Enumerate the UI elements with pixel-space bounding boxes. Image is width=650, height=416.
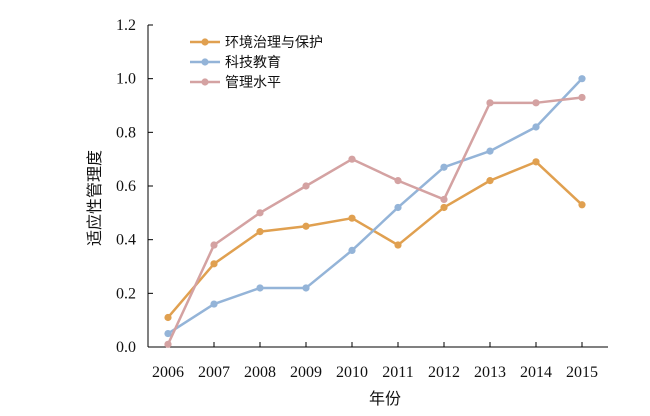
data-point <box>164 313 172 322</box>
series-line <box>166 96 583 345</box>
legend-swatch-marker <box>201 78 209 86</box>
data-point <box>486 177 494 185</box>
data-point <box>486 99 494 107</box>
data-point <box>440 195 448 204</box>
data-point <box>578 75 586 83</box>
series-layer <box>164 75 586 348</box>
data-point <box>532 123 540 131</box>
legend-item-2: 科技教育 <box>190 55 281 71</box>
data-point <box>302 284 310 292</box>
y-tick-label: 0.2 <box>116 285 136 302</box>
series-line <box>167 77 583 335</box>
data-point <box>394 203 402 212</box>
legend-label: 科技教育 <box>225 55 281 71</box>
data-point <box>256 209 264 217</box>
x-tick-label: 2013 <box>474 364 506 381</box>
legend-item-1: 环境治理与保护 <box>190 35 323 51</box>
x-tick-label: 2010 <box>336 364 368 381</box>
legend-swatch-marker <box>201 38 209 46</box>
data-point <box>394 177 402 185</box>
x-tick-label: 2006 <box>152 364 184 381</box>
data-point <box>164 329 172 338</box>
data-point <box>440 203 448 212</box>
data-point <box>210 260 218 268</box>
data-point <box>210 300 218 308</box>
legend-item-3: 管理水平 <box>190 75 281 91</box>
data-point <box>348 214 356 222</box>
data-point <box>256 228 264 236</box>
data-point <box>394 241 402 249</box>
data-point <box>164 340 172 348</box>
x-tick-label: 2009 <box>290 364 322 381</box>
y-tick-label: 0.0 <box>116 339 136 356</box>
data-point <box>486 147 494 155</box>
data-point <box>302 222 310 230</box>
data-point <box>440 163 448 171</box>
data-point <box>578 93 586 102</box>
y-tick-label: 0.4 <box>116 232 136 249</box>
x-tick-label: 2011 <box>382 364 413 381</box>
data-point <box>348 246 356 254</box>
ticks: 0.0 0.2 0.4 0.6 0.8 1.0 1.2 2006 2007 2008 2009 201… <box>116 17 598 381</box>
axes <box>147 25 608 348</box>
data-point <box>578 201 586 209</box>
legend-swatch-marker <box>201 58 209 66</box>
data-point <box>302 182 310 190</box>
data-point <box>532 99 540 107</box>
data-point <box>210 241 218 249</box>
y-tick-label: 0.8 <box>116 124 136 141</box>
x-tick-label: 2007 <box>198 364 230 381</box>
x-tick-label: 2012 <box>428 364 460 381</box>
series-line <box>167 160 583 319</box>
y-tick-label: 1.0 <box>116 71 136 88</box>
y-tick-label: 0.6 <box>116 178 136 195</box>
series-1 <box>164 158 586 322</box>
x-axis-title: 年份 <box>369 389 401 408</box>
data-point <box>532 158 540 166</box>
data-point <box>256 284 264 292</box>
series-2 <box>164 75 586 338</box>
series-3 <box>164 93 586 348</box>
legend-label: 管理水平 <box>225 75 281 91</box>
x-tick-label: 2014 <box>520 364 552 381</box>
y-axis-title: 适应性管理度 <box>85 150 104 246</box>
x-tick-label: 2008 <box>244 364 276 381</box>
legend-label: 环境治理与保护 <box>225 35 323 51</box>
y-tick-label: 1.2 <box>116 17 136 34</box>
x-tick-label: 2015 <box>566 364 598 381</box>
data-point <box>348 155 356 163</box>
